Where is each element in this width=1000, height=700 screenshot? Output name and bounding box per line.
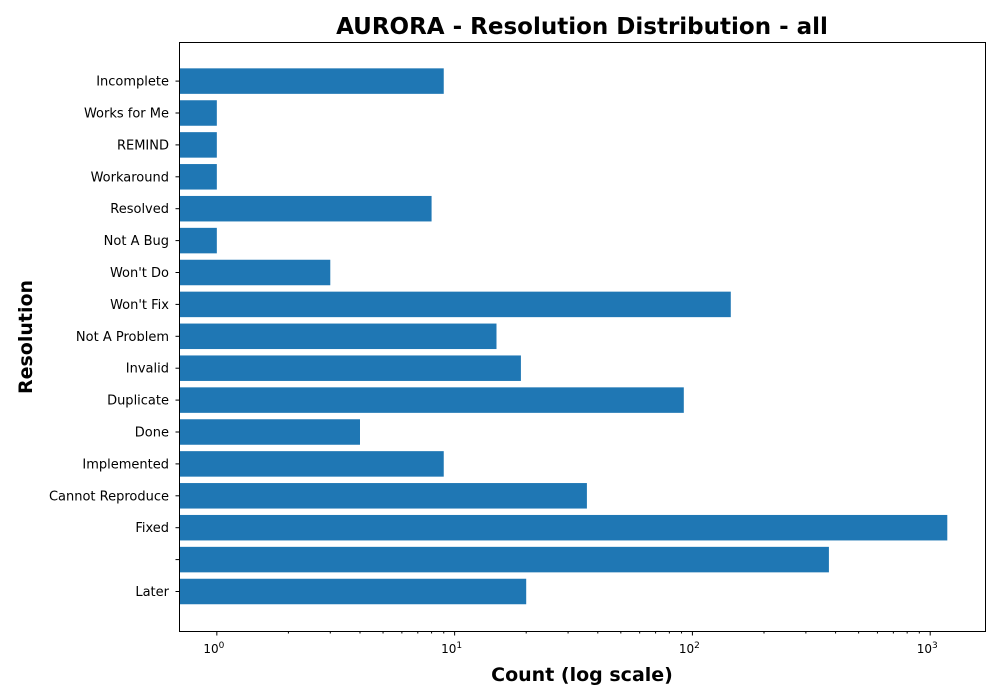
plot-frame — [179, 42, 986, 632]
y-tick-label: Invalid — [126, 362, 169, 377]
bar-7 — [180, 355, 521, 381]
x-axis-label: Count (log scale) — [491, 664, 673, 686]
x-tick-label: 101 — [441, 641, 462, 656]
bar-4 — [180, 451, 444, 477]
y-tick-label: Works for Me — [84, 107, 169, 122]
y-tick-label: Cannot Reproduce — [49, 489, 169, 504]
y-tick-label: Not A Bug — [104, 234, 169, 249]
bar-15 — [180, 100, 217, 126]
y-axis-label: Resolution — [15, 280, 37, 394]
x-tick-label: 100 — [203, 641, 224, 656]
y-tick-label: REMIND — [117, 138, 169, 153]
y-axis-ticks: Later Fixed Cannot Reproduce Implemented Don… — [49, 75, 180, 600]
x-tick-label: 103 — [917, 641, 938, 656]
bar-2 — [180, 514, 948, 541]
y-tick-label: Fixed — [135, 521, 169, 536]
bars-group — [180, 68, 948, 605]
y-tick-label: Implemented — [82, 457, 169, 472]
bar-0 — [180, 578, 527, 605]
chart-title: AURORA - Resolution Distribution - all — [336, 14, 828, 40]
y-tick-label: Later — [135, 585, 169, 600]
x-tick-label: 102 — [679, 641, 700, 656]
y-tick-label: Not A Problem — [76, 330, 169, 345]
y-tick-label: Resolved — [110, 202, 169, 217]
y-tick-label: Won't Do — [110, 266, 169, 281]
bar-3 — [180, 483, 587, 509]
bar-9 — [180, 291, 731, 318]
bar-12 — [180, 195, 432, 222]
bar-5 — [180, 419, 360, 445]
bar-16 — [180, 68, 444, 94]
y-tick-label: Workaround — [91, 170, 169, 185]
y-tick-label: Won't Fix — [110, 298, 169, 313]
bar-8 — [180, 323, 497, 350]
y-tick-label: Done — [135, 426, 169, 441]
bar-6 — [180, 387, 684, 413]
y-tick-label: Duplicate — [107, 394, 169, 409]
y-tick-label: Incomplete — [96, 75, 169, 90]
bar-13 — [180, 164, 217, 190]
bar-1 — [180, 546, 829, 573]
bar-10 — [180, 259, 331, 286]
x-axis-ticks: 100 101 102 103 — [203, 631, 938, 656]
bar-14 — [180, 132, 217, 158]
bar-11 — [180, 227, 217, 254]
